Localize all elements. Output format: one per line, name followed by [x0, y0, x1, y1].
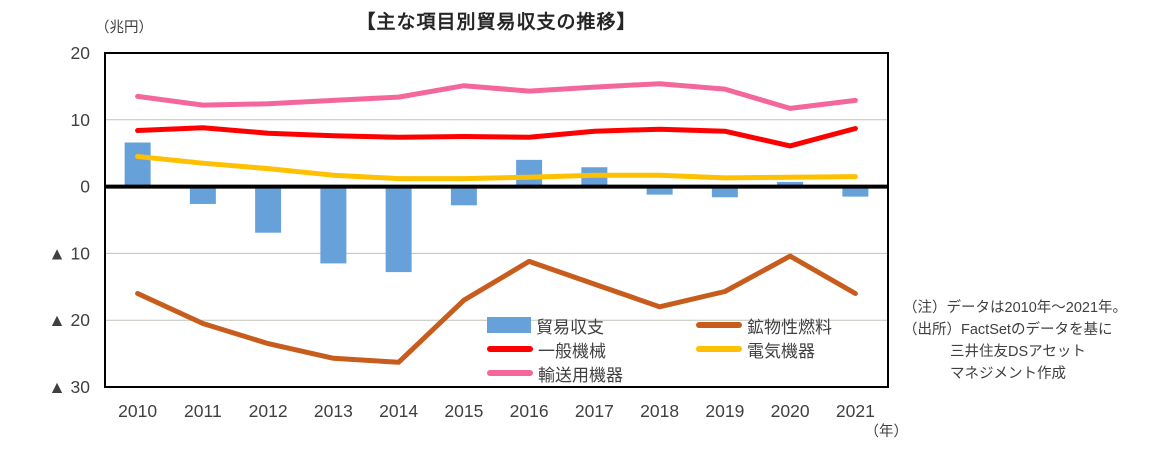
x-axis-tick-label: 2021 — [836, 401, 875, 421]
x-axis-tick-label: 2011 — [184, 401, 222, 421]
y-axis-tick-label: ▲ 20 — [48, 310, 90, 330]
line-series — [135, 125, 858, 149]
trade-balance-bar — [842, 186, 869, 197]
legend-item: 一般機械 — [487, 337, 696, 361]
trade-balance-bar — [646, 186, 673, 195]
y-axis-tick-label: 0 — [80, 177, 90, 197]
trade-balance-bar — [124, 142, 151, 187]
x-axis-tick-label: 2013 — [314, 401, 353, 421]
note-line: マネジメント作成 — [950, 366, 1066, 382]
x-axis-tick-label: 2014 — [379, 401, 418, 421]
x-axis-tick-label: 2020 — [771, 401, 810, 421]
y-axis-tick-label: ▲ 30 — [48, 377, 90, 397]
x-axis-tick-label: 2010 — [118, 401, 157, 421]
chart-title: 【主な項目別貿易収支の推移】 — [356, 12, 637, 33]
legend-swatch-line — [696, 322, 742, 328]
y-axis-tick-label: 10 — [71, 110, 91, 130]
chart-legend: 貿易収支 鉱物性燃料一般機械 電気機器輸送用機器 — [487, 313, 832, 385]
line-series — [135, 253, 858, 365]
trade-balance-bar — [320, 186, 347, 264]
trade-balance-bar — [777, 181, 804, 187]
y-axis-unit-label: （兆円） — [95, 20, 153, 36]
legend-label: 電気機器 — [747, 341, 815, 361]
trade-balance-bar — [385, 186, 412, 273]
legend-swatch-bar — [487, 317, 531, 333]
note-line: 三井住友DSアセット — [950, 344, 1086, 360]
legend-item: 貿易収支 — [487, 313, 696, 337]
trade-balance-bar — [255, 186, 282, 233]
legend-item: 輸送用機器 — [487, 361, 696, 385]
x-axis-tick-label: 2017 — [575, 401, 614, 421]
x-axis-tick-label: 2012 — [249, 401, 288, 421]
legend-item: 鉱物性燃料 — [696, 313, 832, 337]
line-series — [135, 81, 858, 111]
legend-swatch-line — [487, 370, 533, 376]
trade-balance-bar — [711, 186, 738, 198]
legend-label: 一般機械 — [538, 341, 606, 361]
note-line: （注）データは2010年～2021年。 — [903, 300, 1128, 316]
legend-swatch-line — [696, 346, 742, 352]
legend-item: 電気機器 — [696, 337, 832, 361]
x-axis-unit-label: （年） — [864, 424, 909, 440]
y-axis-tick-label: ▲ 10 — [48, 243, 90, 263]
legend-swatch-line — [487, 346, 533, 352]
x-axis-tick-label: 2015 — [444, 401, 483, 421]
plot-border — [104, 52, 889, 388]
x-axis-tick-label: 2018 — [640, 401, 679, 421]
note-line: （出所）FactSetのデータを基に — [903, 322, 1113, 338]
x-axis-tick-label: 2016 — [510, 401, 549, 421]
trade-balance-bar — [189, 186, 216, 204]
source-note: （注）データは2010年～2021年。 （出所）FactSetのデータを基に 三… — [903, 297, 1127, 385]
y-axis-tick-label: 20 — [71, 43, 91, 63]
x-axis-tick-label: 2019 — [705, 401, 744, 421]
trade-balance-bar — [516, 159, 543, 187]
line-series — [135, 154, 858, 182]
legend-label: 鉱物性燃料 — [747, 317, 832, 337]
legend-label: 貿易収支 — [536, 317, 604, 337]
legend-label: 輸送用機器 — [538, 365, 623, 385]
trade-balance-bar — [450, 186, 477, 206]
